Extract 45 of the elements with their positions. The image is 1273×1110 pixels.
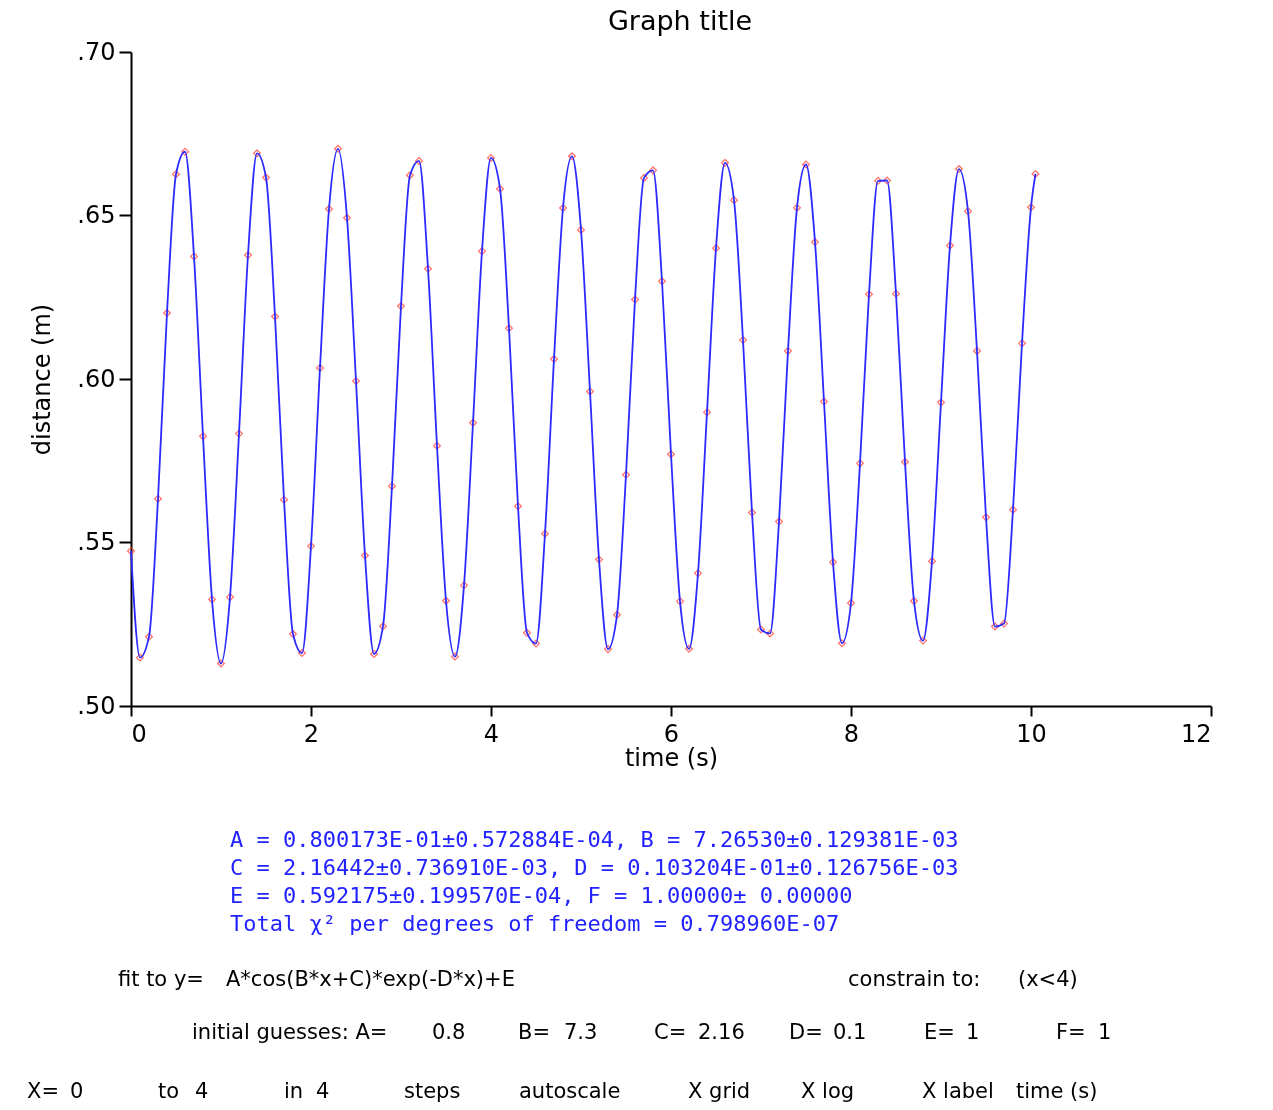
text: X grid: [688, 1079, 751, 1103]
text: C = 2.16442±0.736910E-03, D = 0.103204E-01±0.126756E-03: [230, 855, 959, 880]
chart-title: Graph title: [607, 5, 753, 36]
text: 0.8: [432, 1020, 466, 1044]
x-tick-label: 12: [1180, 719, 1212, 748]
text: 1: [1098, 1020, 1112, 1044]
y-tick-label: .70: [77, 37, 116, 66]
text: A = 0.800173E-01±0.572884E-04, B = 7.26530±0.129381E-03: [230, 827, 959, 852]
y-tick-label: .55: [77, 528, 116, 556]
y-tick-label: .60: [77, 364, 116, 393]
text: Total χ² per degrees of freedom = 0.798960E-07: [230, 911, 840, 936]
text: 0.1: [833, 1020, 867, 1044]
text: E = 0.592175±0.199570E-04, F = 1.00000± 0.00000: [230, 883, 853, 908]
text: initial guesses: A=: [192, 1020, 388, 1044]
y-axis-title: distance (m): [28, 303, 57, 456]
text: in: [284, 1079, 304, 1103]
text: 0: [70, 1079, 84, 1103]
text: X log: [801, 1079, 855, 1103]
text: A*cos(B*x+C)*exp(-D*x)+E: [226, 967, 515, 991]
text: constrain to:: [848, 967, 981, 991]
text: D=: [789, 1020, 823, 1044]
text: X label: [922, 1079, 994, 1103]
text: to: [158, 1079, 180, 1103]
x-tick-label: 8: [843, 719, 860, 748]
text: 4: [316, 1079, 330, 1103]
y-tick-label: .50: [77, 691, 116, 720]
x-tick-label: 4: [483, 719, 500, 748]
text: B=: [518, 1020, 551, 1044]
x-tick-label: 10: [1016, 719, 1047, 748]
text: 1: [966, 1020, 980, 1044]
text: autoscale: [519, 1079, 621, 1103]
x-tick-label: 2: [303, 719, 320, 748]
text: steps: [404, 1079, 461, 1103]
text: time (s): [1016, 1079, 1098, 1103]
text: F=: [1056, 1020, 1086, 1044]
text: 4: [195, 1079, 209, 1103]
text: (x<4): [1018, 967, 1078, 991]
text: 7.3: [564, 1020, 598, 1044]
text: fit to y=: [118, 967, 204, 991]
text: X=: [27, 1079, 59, 1103]
x-tick-label: 0: [131, 719, 147, 748]
text: 2.16: [698, 1020, 745, 1044]
y-tick-label: .65: [77, 201, 116, 229]
text: C=: [654, 1020, 687, 1044]
text: E=: [924, 1020, 955, 1044]
